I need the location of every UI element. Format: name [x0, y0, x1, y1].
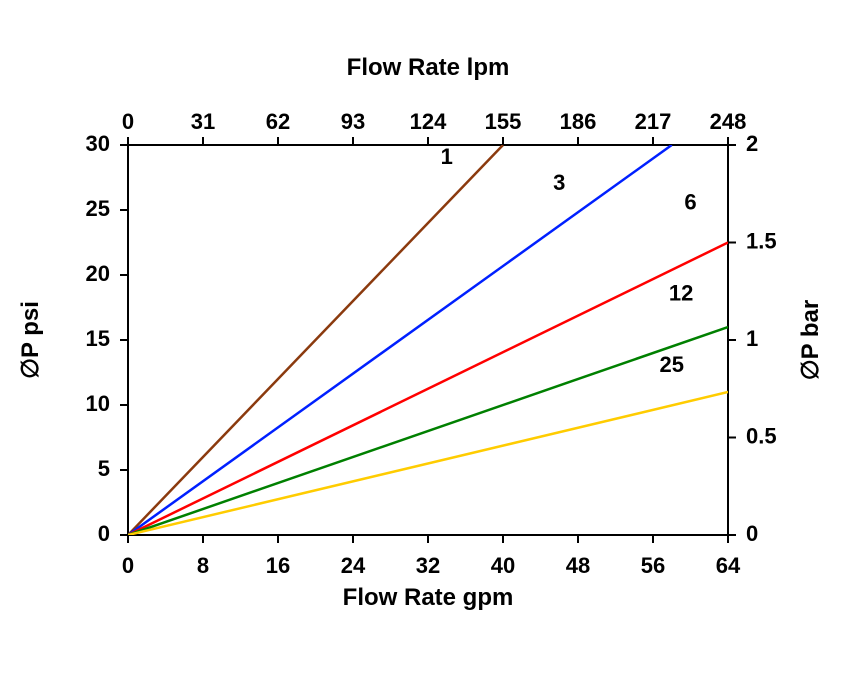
tick-label: 32 [416, 553, 440, 578]
axis-left-title: ∅P psi [17, 301, 44, 379]
tick-label: 8 [197, 553, 209, 578]
tick-label: 1 [746, 326, 758, 351]
chart-svg: 0816243240485664031629312415518621724805… [0, 0, 858, 668]
tick-label: 248 [710, 109, 747, 134]
tick-label: 16 [266, 553, 290, 578]
tick-label: 2 [746, 131, 758, 156]
tick-label: 0.5 [746, 423, 777, 448]
tick-label: 1.5 [746, 228, 777, 253]
pressure-flow-chart: 0816243240485664031629312415518621724805… [0, 0, 858, 668]
tick-label: 48 [566, 553, 590, 578]
tick-label: 31 [191, 109, 215, 134]
tick-label: 0 [98, 521, 110, 546]
axis-bottom-title: Flow Rate gpm [343, 584, 514, 611]
tick-label: 40 [491, 553, 515, 578]
series-label: 12 [669, 280, 693, 305]
series-label: 6 [684, 189, 696, 214]
tick-label: 155 [485, 109, 522, 134]
tick-label: 30 [86, 131, 110, 156]
tick-label: 0 [122, 553, 134, 578]
tick-label: 186 [560, 109, 597, 134]
tick-label: 20 [86, 261, 110, 286]
tick-label: 10 [86, 391, 110, 416]
tick-label: 24 [341, 553, 366, 578]
series-label: 25 [660, 352, 684, 377]
tick-label: 217 [635, 109, 672, 134]
tick-label: 124 [410, 109, 447, 134]
tick-label: 0 [746, 521, 758, 546]
series-label: 3 [553, 170, 565, 195]
tick-label: 15 [86, 326, 110, 351]
tick-label: 0 [122, 109, 134, 134]
tick-label: 64 [716, 553, 741, 578]
tick-label: 62 [266, 109, 290, 134]
tick-label: 93 [341, 109, 365, 134]
tick-label: 56 [641, 553, 665, 578]
axis-right-title: ∅P bar [797, 300, 824, 381]
axis-top-title: Flow Rate lpm [347, 54, 510, 81]
series-label: 1 [441, 144, 453, 169]
tick-label: 25 [86, 196, 110, 221]
tick-label: 5 [98, 456, 110, 481]
